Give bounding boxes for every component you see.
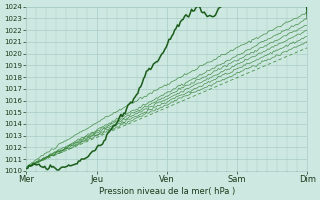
X-axis label: Pression niveau de la mer( hPa ): Pression niveau de la mer( hPa ) (99, 187, 235, 196)
